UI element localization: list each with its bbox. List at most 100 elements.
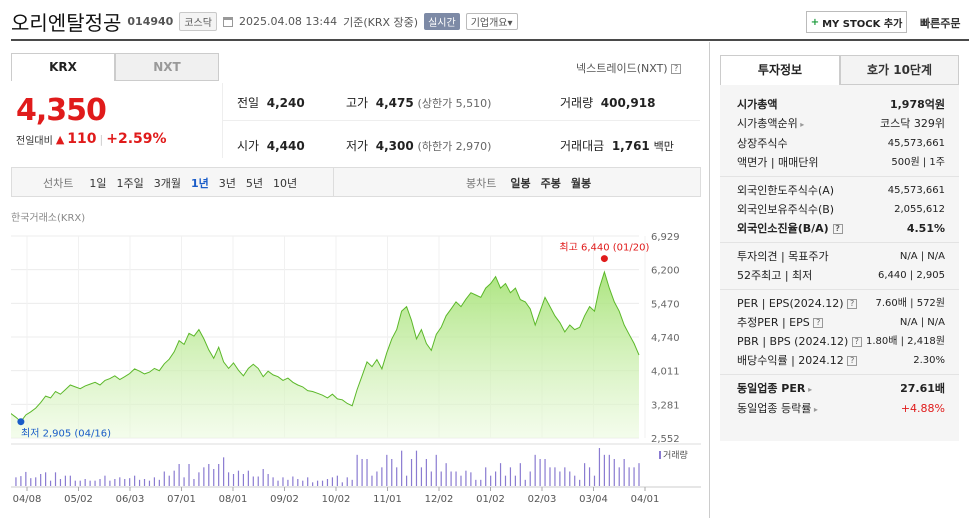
volume-bar xyxy=(64,475,66,486)
tab-quote-10[interactable]: 호가 10단계 xyxy=(840,55,959,85)
high-value: 4,475 xyxy=(375,96,414,110)
x-tick-label: 03/04 xyxy=(579,494,608,505)
industry-per-label[interactable]: 동일업종 PER ▸ xyxy=(737,382,813,395)
x-tick-label: 01/02 xyxy=(476,494,505,505)
volume-bar xyxy=(559,471,561,486)
industry-rate-label[interactable]: 동일업종 등락률 ▸ xyxy=(737,402,818,415)
volume-bar xyxy=(138,479,141,486)
amount-value: 1,761 xyxy=(611,139,650,153)
current-price: 4,350 xyxy=(16,93,107,128)
help-icon[interactable]: ? xyxy=(847,356,858,366)
volume-bar xyxy=(534,454,536,486)
help-icon[interactable]: ? xyxy=(847,299,858,309)
x-tick-label: 11/01 xyxy=(373,494,402,505)
volume-bar xyxy=(20,476,22,486)
candle-chart-label: 봉차트 xyxy=(466,177,497,190)
volume-legend: 거래량 xyxy=(663,449,688,461)
volume-bar xyxy=(188,464,190,486)
volume-bar xyxy=(218,464,220,486)
volume-bar xyxy=(381,467,383,486)
tab-invest-info[interactable]: 투자정보 xyxy=(720,55,840,85)
shares-label: 상장주식수 xyxy=(737,137,788,150)
per-value: 7.60배 | 572원 xyxy=(875,298,945,309)
chevron-right-icon: ▸ xyxy=(805,385,813,394)
mystock-add-button[interactable]: + MY STOCK 추가 xyxy=(806,11,907,33)
calendar-icon xyxy=(222,16,233,27)
period-button[interactable]: 5년 xyxy=(245,177,264,190)
x-tick-label: 12/02 xyxy=(425,494,454,505)
volume-legend-swatch xyxy=(659,451,661,459)
x-tick-label: 10/02 xyxy=(322,494,351,505)
volume-bar xyxy=(613,459,615,486)
volume-bar xyxy=(445,463,447,486)
volume-bar xyxy=(346,477,348,486)
datetime: 2025.04.08 13:44 xyxy=(238,15,338,28)
help-icon[interactable]: ? xyxy=(813,318,824,328)
period-button[interactable]: 10년 xyxy=(273,177,298,190)
x-tick-label: 02/03 xyxy=(528,494,557,505)
basis-text: 기준(KRX 장중) xyxy=(343,15,419,29)
volume-bar xyxy=(124,479,126,486)
volume-bar xyxy=(430,471,432,486)
period-button[interactable]: 3년 xyxy=(218,177,236,190)
period-button[interactable]: 1일 xyxy=(89,177,107,190)
foreign-hold-value: 2,055,612 xyxy=(894,204,945,215)
volume-bar xyxy=(539,459,541,486)
volume-bar xyxy=(524,479,526,486)
tab-krx[interactable]: KRX xyxy=(11,53,115,81)
company-info-button[interactable]: 기업개요▾ xyxy=(465,13,518,30)
volume-bar xyxy=(183,477,185,486)
candle-button[interactable]: 일봉 xyxy=(510,177,531,190)
candle-button[interactable]: 월봉 xyxy=(570,177,592,190)
volume-bar xyxy=(504,475,507,486)
volume-bar xyxy=(237,470,240,486)
volume-bar xyxy=(405,475,408,486)
volume-bar xyxy=(158,479,160,486)
volume-bar xyxy=(15,477,17,486)
y-tick-label: 5,470 xyxy=(651,299,680,310)
w52-value: 6,440 | 2,905 xyxy=(878,270,945,281)
volume-bar xyxy=(153,477,156,486)
quick-order-link[interactable]: 빠른주문 xyxy=(920,17,961,30)
x-tick-label: 08/01 xyxy=(219,494,248,505)
volume-bar xyxy=(638,463,640,486)
help-icon[interactable]: ? xyxy=(851,337,862,347)
volume-bar xyxy=(316,480,319,486)
price-chart[interactable]: 6,929 6,200 5,470 4,740 4,011 3,281 2,552 최고 6,… xyxy=(11,228,701,510)
opinion-label: 투자의견 | 목표주가 xyxy=(737,250,829,263)
candle-button[interactable]: 주봉 xyxy=(540,177,561,190)
rank-label[interactable]: 시가총액순위 ▸ xyxy=(737,117,805,130)
market-badge: 코스닥 xyxy=(179,12,217,31)
volume-bar xyxy=(35,477,37,486)
volume-bar xyxy=(371,475,373,486)
period-button[interactable]: 3개월 xyxy=(153,177,181,190)
volume-bar xyxy=(608,454,610,486)
chart-control-bar xyxy=(11,167,701,197)
period-button[interactable]: 1주일 xyxy=(116,177,144,190)
tab-nxt[interactable]: NXT xyxy=(115,53,219,81)
industry-rate-value: +4.88% xyxy=(900,402,945,415)
nxt-link[interactable]: 넥스트레이드(NXT) ? xyxy=(576,60,682,76)
volume-bar xyxy=(391,459,393,486)
upper-limit: (상한가 5,510) xyxy=(417,97,492,110)
low-value: 4,300 xyxy=(375,139,414,153)
volume-bar xyxy=(401,450,403,486)
volume-bar xyxy=(623,459,625,486)
help-icon[interactable]: ? xyxy=(832,224,843,234)
divider xyxy=(720,374,959,375)
eper-label: 추정PER | EPS ? xyxy=(737,313,824,332)
volume-bar xyxy=(435,454,437,486)
volume-bar xyxy=(410,459,413,486)
volume-bar xyxy=(49,480,52,486)
max-marker xyxy=(600,255,608,263)
volume-bar xyxy=(272,477,274,486)
volume-label: 거래량 xyxy=(560,96,594,110)
help-icon[interactable]: ? xyxy=(671,64,682,74)
volume-bar xyxy=(119,477,121,486)
plus-icon: + xyxy=(810,16,820,28)
volume-bar xyxy=(223,457,225,486)
open-label: 시가 xyxy=(237,139,260,153)
period-button[interactable]: 1년 xyxy=(191,177,209,190)
volume-bar xyxy=(490,475,492,486)
divider xyxy=(720,242,959,243)
